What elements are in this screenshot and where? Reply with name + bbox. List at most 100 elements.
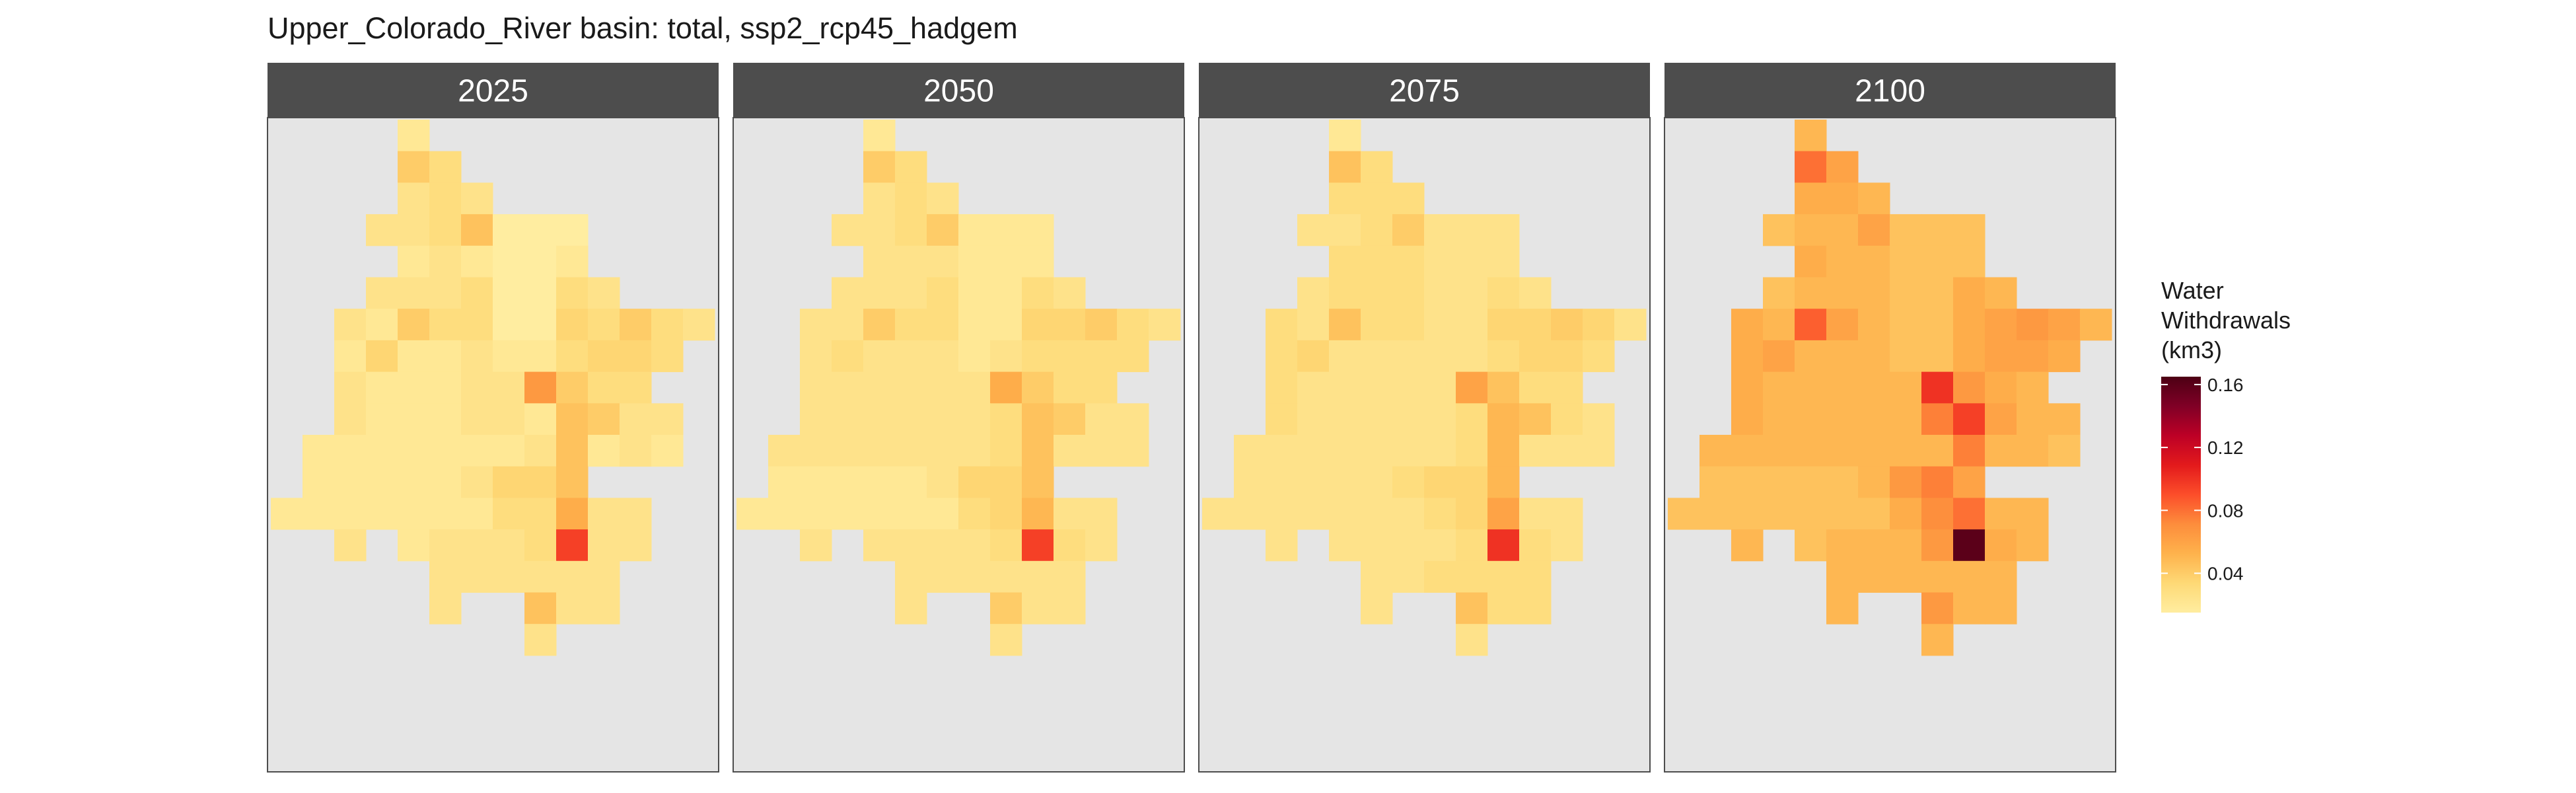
heatmap-cell [366, 498, 398, 530]
heatmap-cell [1054, 340, 1086, 373]
heatmap-cell [1392, 340, 1425, 373]
heatmap-cell [1266, 340, 1298, 373]
heatmap-cell [1795, 435, 1827, 467]
heatmap-cell [1858, 403, 1890, 435]
heatmap-cell [1392, 403, 1425, 435]
heatmap-cell [366, 277, 398, 309]
heatmap-cell [1826, 371, 1859, 404]
facet-strip-label: 2025 [458, 74, 528, 109]
heatmap-cell [334, 498, 367, 530]
heatmap-cell [524, 277, 557, 309]
heatmap-cell [863, 340, 896, 373]
heatmap-cell [366, 371, 398, 404]
heatmap-cell [556, 560, 589, 593]
heatmap-cell [1329, 214, 1361, 246]
heatmap-cell [524, 309, 557, 341]
heatmap-cell [398, 309, 430, 341]
heatmap-cell [524, 498, 557, 530]
legend-tick-label: 0.04 [2207, 564, 2244, 584]
heatmap-cell [1487, 529, 1520, 562]
heatmap-cell [1921, 560, 1954, 593]
heatmap-cell [1890, 529, 1922, 562]
heatmap-cell [800, 309, 832, 341]
heatmap-cell [990, 498, 1022, 530]
heatmap-cell [429, 560, 462, 593]
heatmap-cell [927, 529, 959, 562]
heatmap-cell [1456, 403, 1488, 435]
heatmap-cell [398, 498, 430, 530]
heatmap-cell [1022, 214, 1054, 246]
heatmap-cell [800, 435, 832, 467]
heatmap-cell [958, 277, 991, 309]
heatmap-cell [863, 277, 896, 309]
heatmap-cell [493, 560, 525, 593]
heatmap-cell [493, 214, 525, 246]
heatmap-cell [366, 466, 398, 498]
heatmap-cell [556, 529, 589, 562]
heatmap-cell [990, 624, 1022, 656]
heatmap-cell [895, 214, 927, 246]
heatmap-cell [1487, 592, 1520, 624]
heatmap-cell [1826, 182, 1859, 215]
heatmap-cell [1826, 403, 1859, 435]
facet-panels: 2025 2050 2075 2100 [267, 63, 2116, 773]
heatmap-cell [1826, 214, 1859, 246]
heatmap-cell [800, 529, 832, 562]
heatmap-cell [1392, 560, 1425, 593]
heatmap-cell [1392, 371, 1425, 404]
heatmap-cell [958, 371, 991, 404]
heatmap-cell [1392, 182, 1425, 215]
heatmap-cell [1424, 309, 1456, 341]
heatmap-cell [832, 309, 864, 341]
heatmap-cell [1985, 309, 2017, 341]
heatmap-cell [334, 340, 367, 373]
heatmap-cell [1361, 560, 1393, 593]
heatmap-cell [832, 435, 864, 467]
heatmap-cell [895, 371, 927, 404]
heatmap-cell [366, 435, 398, 467]
heatmap-cell [1456, 340, 1488, 373]
heatmap-cell [1921, 340, 1954, 373]
heatmap-cell [832, 277, 864, 309]
heatmap-cell [1699, 435, 1732, 467]
heatmap-cell [1921, 309, 1954, 341]
heatmap-cell [1361, 151, 1393, 183]
heatmap-cell [366, 340, 398, 373]
heatmap-cell [927, 182, 959, 215]
heatmap-cell [832, 371, 864, 404]
heatmap-cell [1921, 592, 1954, 624]
heatmap-cell [895, 309, 927, 341]
heatmap-cell [927, 560, 959, 593]
heatmap-cell [1921, 466, 1954, 498]
heatmap-cell [524, 592, 557, 624]
heatmap-cell [2048, 435, 2081, 467]
heatmap-cell [1329, 435, 1361, 467]
heatmap-cell [990, 560, 1022, 593]
heatmap-cell [768, 498, 801, 530]
heatmap-cell [895, 560, 927, 593]
heatmap-cell [1022, 560, 1054, 593]
heatmap-cell [1519, 529, 1552, 562]
heatmap-cell [620, 403, 652, 435]
heatmap-cell [1424, 214, 1456, 246]
heatmap-cell [800, 466, 832, 498]
heatmap-cell [1890, 498, 1922, 530]
facet-strip [1199, 63, 1650, 118]
heatmap-cell [651, 403, 684, 435]
heatmap-cell [1361, 214, 1393, 246]
heatmap-cell [1953, 371, 1986, 404]
heatmap-cell [1297, 498, 1330, 530]
heatmap-cell [1795, 182, 1827, 215]
heatmap-cell [1921, 371, 1954, 404]
heatmap-cell [1456, 592, 1488, 624]
heatmap-cell [990, 592, 1022, 624]
heatmap-cell [620, 529, 652, 562]
heatmap-cell [1329, 529, 1361, 562]
heatmap-cell [1551, 498, 1583, 530]
heatmap-cell [1149, 309, 1181, 341]
heatmap-cell [1826, 592, 1859, 624]
heatmap-cell [927, 403, 959, 435]
heatmap-cell [1022, 277, 1054, 309]
heatmap-cell [1953, 592, 1986, 624]
heatmap-cell [1392, 529, 1425, 562]
